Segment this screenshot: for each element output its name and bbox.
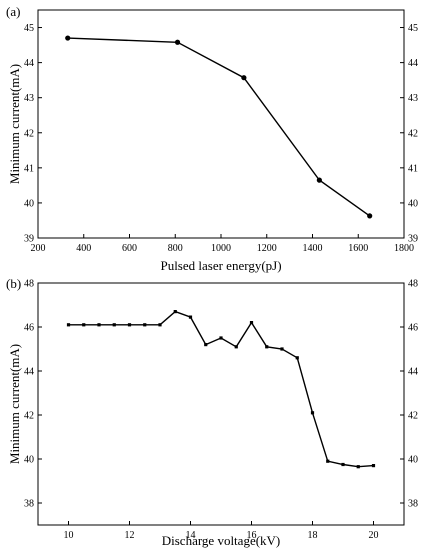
data-point <box>341 462 345 467</box>
data-point <box>127 323 132 327</box>
data-point <box>158 323 162 327</box>
data-point <box>295 356 299 360</box>
x-axis-label: Discharge voltage(kV) <box>162 533 281 548</box>
x-tick-label: 10 <box>64 530 74 541</box>
x-tick-label: 1800 <box>394 243 414 254</box>
right-y-tick-label: 46 <box>408 323 418 334</box>
data-point <box>234 345 238 349</box>
x-tick-label: 18 <box>308 530 318 541</box>
data-point <box>326 459 330 463</box>
x-tick-label: 800 <box>168 243 183 254</box>
y-tick-label: 41 <box>24 163 34 174</box>
data-point <box>316 177 322 183</box>
data-point <box>241 75 247 81</box>
panel-b: (b) 10 12 14 16 18 20 38 38 40 40 42 42 44 44 46 46 48 48… <box>6 276 418 548</box>
y-tick-label: 48 <box>24 279 34 290</box>
data-series <box>66 310 376 469</box>
data-point <box>112 323 116 327</box>
y-tick-label: 44 <box>24 367 34 378</box>
x-tick-label: 16 <box>247 530 257 541</box>
data-point <box>371 464 376 468</box>
y-tick-label: 40 <box>24 198 34 209</box>
data-point <box>249 321 254 325</box>
panel-label: (a) <box>6 4 20 19</box>
right-y-tick-label: 40 <box>408 198 418 209</box>
y-tick-label: 44 <box>24 58 34 69</box>
data-point <box>367 213 373 219</box>
data-point <box>356 465 360 469</box>
data-point <box>174 39 181 45</box>
x-tick-label: 1200 <box>257 243 277 254</box>
right-y-tick-label: 38 <box>408 499 418 510</box>
data-point <box>188 315 193 319</box>
data-point <box>65 35 71 41</box>
right-y-tick-label: 48 <box>408 279 418 290</box>
right-y-tick-label: 44 <box>408 367 418 378</box>
y-tick-label: 46 <box>24 323 34 334</box>
x-tick-label: 12 <box>125 530 135 541</box>
x-tick-label: 14 <box>186 530 196 541</box>
data-point <box>173 310 177 314</box>
right-y-tick-label: 39 <box>408 234 418 245</box>
data-point <box>265 345 269 349</box>
data-point <box>66 323 71 327</box>
right-y-tick-label: 42 <box>408 411 418 422</box>
data-point <box>97 323 101 327</box>
y-tick-label: 42 <box>24 128 34 139</box>
y-tick-label: 42 <box>24 411 34 422</box>
x-tick-label: 20 <box>369 530 379 541</box>
series-line <box>68 310 374 468</box>
data-point <box>143 323 147 327</box>
x-tick-label: 400 <box>76 243 91 254</box>
y-tick-label: 38 <box>24 499 34 510</box>
x-tick-label: 1400 <box>303 243 323 254</box>
data-point <box>280 347 284 351</box>
data-series <box>65 35 373 219</box>
data-point <box>310 411 315 415</box>
series-line <box>67 37 371 217</box>
data-point <box>204 343 208 347</box>
data-point <box>82 323 86 327</box>
plot-frame <box>37 9 405 239</box>
right-y-tick-label: 42 <box>408 128 418 139</box>
x-tick-label: 200 <box>31 243 46 254</box>
x-tick-label: 1600 <box>348 243 368 254</box>
right-y-tick-label: 40 <box>408 455 418 466</box>
x-tick-label: 600 <box>122 243 137 254</box>
right-y-tick-label: 41 <box>408 163 418 174</box>
x-axis-label: Pulsed laser energy(pJ) <box>160 258 281 273</box>
right-y-tick-label: 45 <box>408 23 418 34</box>
plot-frame <box>37 282 405 526</box>
panel-label: (b) <box>6 276 21 291</box>
y-tick-label: 43 <box>24 93 34 104</box>
y-tick-label: 45 <box>24 23 34 34</box>
axis-ticks: 10 12 14 16 18 20 38 38 40 40 42 42 44 44 46 46 48 48 <box>24 279 418 542</box>
y-tick-label: 39 <box>24 234 34 245</box>
y-axis-label: Minimum current(mA) <box>7 64 22 184</box>
x-tick-label: 1000 <box>211 243 231 254</box>
right-y-tick-label: 43 <box>408 93 418 104</box>
right-y-tick-label: 44 <box>408 58 418 69</box>
y-tick-label: 40 <box>24 455 34 466</box>
y-axis-label: Minimum current(mA) <box>7 344 22 464</box>
data-point <box>219 336 223 340</box>
